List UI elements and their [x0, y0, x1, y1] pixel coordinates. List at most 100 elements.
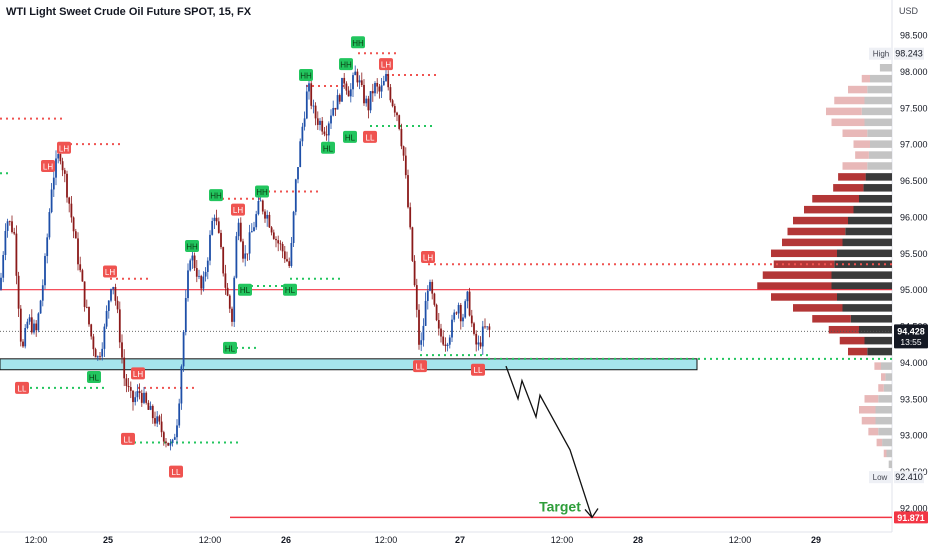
- candle-body: [242, 241, 244, 259]
- candle-body: [347, 90, 350, 97]
- support-zone: [0, 358, 698, 371]
- swing-label-ll: [413, 360, 427, 373]
- x-tick-label: 12:00: [199, 535, 222, 545]
- volume-profile-bear-bar: [793, 304, 843, 312]
- candle-body: [310, 83, 313, 106]
- volume-profile-bull-bar: [888, 460, 892, 469]
- volume-profile-bear-bar: [876, 438, 883, 447]
- candle-body: [297, 167, 299, 180]
- x-tick-label: 12:00: [25, 535, 48, 545]
- candle-body: [92, 336, 95, 350]
- y-tick-label: 96.500: [900, 176, 928, 186]
- candle-body: [72, 217, 75, 232]
- candle-body: [272, 232, 275, 239]
- volume-profile-bull-bar: [837, 293, 892, 301]
- volume-profile-bear-bar: [831, 118, 865, 127]
- y-tick-label: 95.500: [900, 249, 928, 259]
- candle-body: [74, 231, 77, 239]
- x-tick-label: 12:00: [375, 535, 398, 545]
- candle-body: [147, 402, 150, 410]
- swing-label-hh: [209, 189, 223, 202]
- candle-body: [46, 237, 49, 257]
- candle-body: [55, 158, 57, 178]
- candle-body: [211, 220, 214, 235]
- swing-label-text: HL: [345, 133, 356, 142]
- candle-body: [323, 131, 326, 135]
- volume-profile-bear-bar: [839, 336, 865, 345]
- swing-label-hl: [223, 341, 237, 354]
- candle-body: [41, 285, 44, 301]
- candle-body: [149, 405, 152, 410]
- swing-label-text: HH: [340, 61, 352, 70]
- volume-profile-bear-bar: [762, 271, 832, 279]
- candle-body: [332, 107, 335, 116]
- candle-body: [26, 321, 29, 329]
- candle-body: [220, 232, 222, 248]
- candle-body: [235, 236, 238, 278]
- candle-body: [127, 386, 130, 388]
- candle-body: [250, 231, 253, 233]
- candle-body: [411, 227, 414, 261]
- candle-body: [96, 356, 99, 358]
- swing-label-ll: [15, 381, 29, 394]
- candle-body: [4, 230, 7, 255]
- candle-body: [481, 326, 484, 347]
- candle-body: [341, 77, 343, 102]
- volume-profile-bear-bar: [771, 293, 837, 301]
- candle-body: [470, 315, 473, 324]
- candle-body: [444, 344, 447, 346]
- candle-body: [288, 261, 291, 266]
- chart-title: WTI Light Sweet Crude Oil Future SPOT, 1…: [6, 6, 252, 18]
- candle-body: [52, 177, 55, 190]
- candle-body: [453, 312, 456, 320]
- swing-label-text: LH: [105, 268, 115, 277]
- candle-body: [226, 287, 229, 296]
- candle-body: [380, 85, 383, 92]
- volume-profile-bull-bar: [886, 449, 892, 458]
- candle-body: [169, 443, 172, 446]
- candle-body: [123, 357, 126, 379]
- volume-profile-bull-bar: [867, 85, 892, 94]
- y-tick-label: 93.000: [900, 431, 928, 441]
- volume-profile-bear-bar: [868, 427, 879, 436]
- candle-body: [479, 342, 482, 347]
- candle-body: [101, 348, 104, 357]
- candle-body: [396, 112, 398, 116]
- target-price-badge: [894, 511, 928, 524]
- volume-profile-bull-bar: [883, 384, 892, 392]
- volume-profile-bear-bar: [782, 238, 843, 247]
- candle-body: [59, 154, 62, 162]
- candle-body: [37, 313, 40, 331]
- swing-label-lh: [103, 265, 117, 278]
- x-tick-label: 12:00: [729, 535, 752, 545]
- candle-body: [19, 308, 22, 342]
- candle-body: [360, 80, 363, 85]
- candle-body: [182, 332, 185, 367]
- swing-label-lh: [57, 141, 71, 154]
- candle-body: [292, 211, 295, 244]
- volume-profile-bull-bar: [867, 162, 892, 170]
- candle-body: [217, 221, 220, 233]
- candle-body: [191, 255, 194, 261]
- candle-body: [413, 260, 416, 286]
- volume-profile-bear-bar: [842, 162, 868, 170]
- swing-label-hl: [87, 371, 101, 384]
- candle-body: [17, 275, 20, 309]
- volume-profile-bull-bar: [870, 140, 892, 148]
- volume-profile-bull-bar: [863, 184, 892, 192]
- candle-body: [268, 214, 271, 228]
- candle-body: [369, 91, 372, 111]
- candle-body: [24, 328, 27, 347]
- candle-body: [253, 227, 255, 232]
- candle-body: [107, 300, 110, 311]
- swing-label-hl: [321, 141, 335, 154]
- candle-body: [382, 81, 385, 86]
- candle-body: [376, 82, 379, 87]
- candle-body: [116, 300, 119, 310]
- volume-profile-bull-bar: [879, 63, 892, 72]
- candle-body: [352, 75, 354, 90]
- candle-body: [484, 326, 486, 328]
- candle-body: [398, 115, 401, 129]
- candle-body: [187, 270, 189, 299]
